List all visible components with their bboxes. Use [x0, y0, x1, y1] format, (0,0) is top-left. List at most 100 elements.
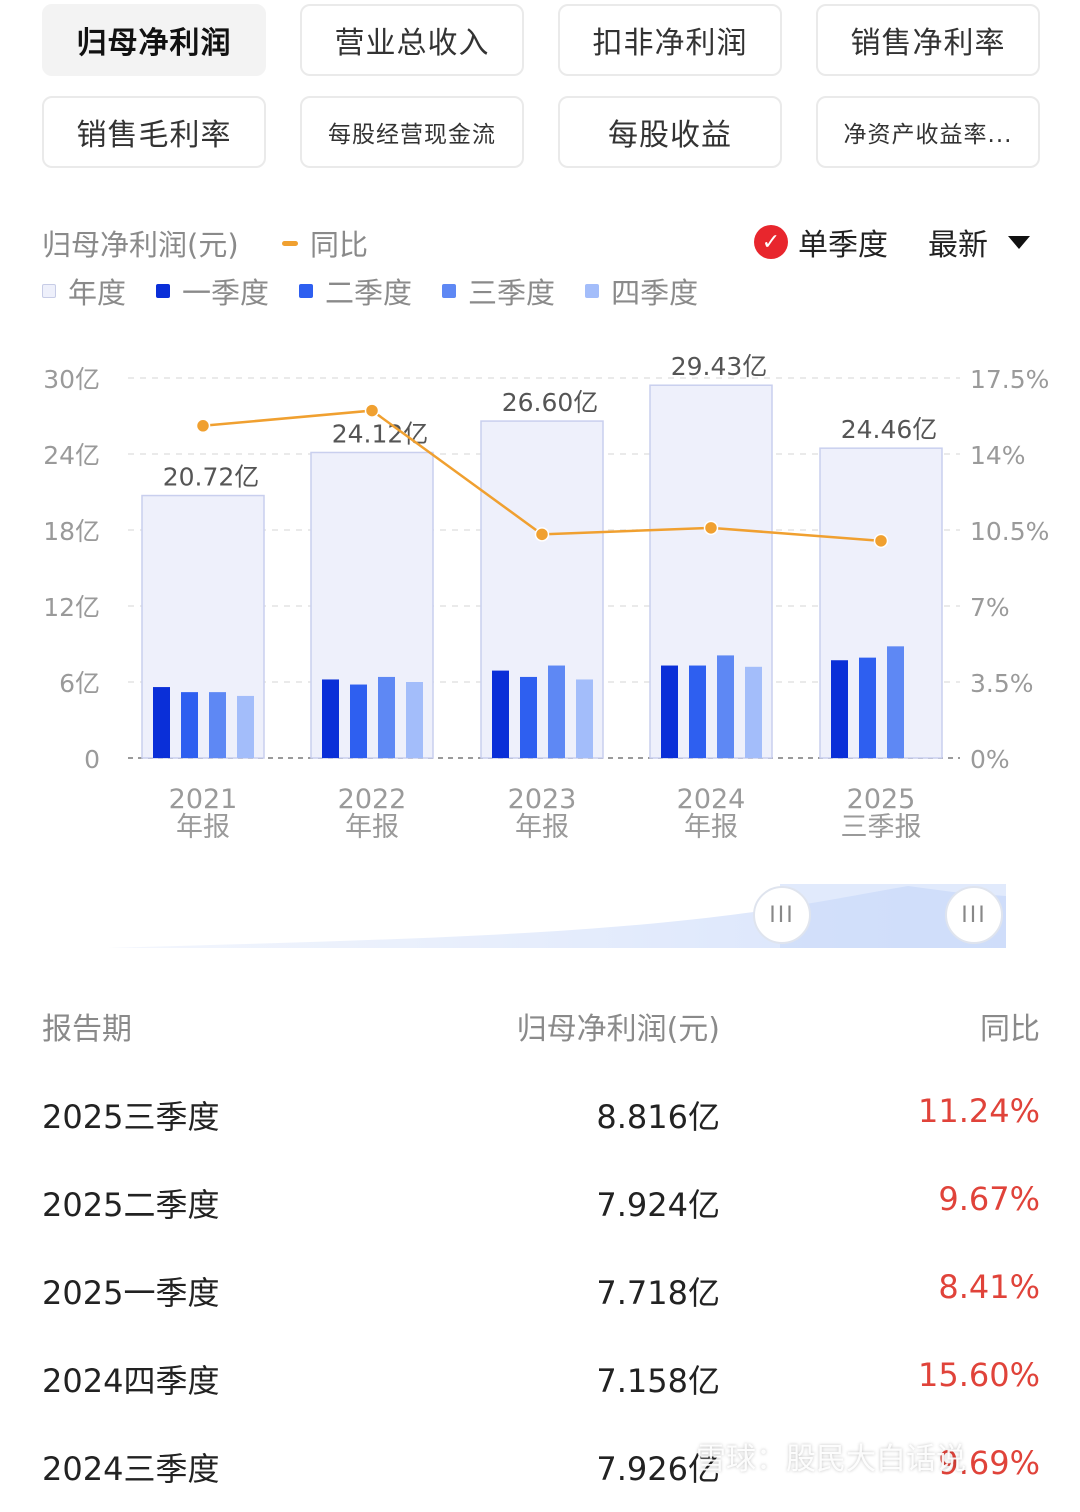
table-row[interactable]: 2024三季度 7.926亿 9.69%: [42, 1424, 1040, 1512]
legend-swatch: [299, 284, 314, 298]
y-tick-right: 10.5%: [970, 517, 1049, 546]
yoy-line-swatch: [282, 240, 298, 246]
net-profit-chart[interactable]: 0 0% 6亿 3.5% 12亿 7% 18亿 10.5% 24亿 14% 30亿 17.5% 20.7…: [0, 330, 1080, 860]
quarter-bar: [745, 666, 762, 758]
table-row[interactable]: 2025一季度 7.718亿 8.41%: [42, 1248, 1040, 1336]
row-yoy: 8.41%: [938, 1268, 1040, 1306]
annual-bar-label: 26.60亿: [502, 388, 599, 417]
chart-legend: 年度 一季度 二季度 三季度 四季度: [42, 270, 728, 312]
legend-label: 一季度: [182, 276, 270, 310]
row-period: 2024四季度: [42, 1362, 220, 1400]
quarter-bar: [520, 676, 537, 758]
header-period: 报告期: [42, 1012, 132, 1047]
slider-start-handle[interactable]: III: [753, 886, 811, 944]
yoy-legend-label: 同比: [310, 228, 369, 262]
legend-label: 四季度: [611, 276, 699, 310]
chart-header: 归母净利润(元) 同比 ✓ 单季度 最新 年度 一季度 二季度 三季度 四季度: [42, 218, 1040, 328]
legend-swatch: [442, 284, 457, 298]
quarter-bar: [548, 665, 565, 758]
check-icon: ✓: [754, 225, 788, 259]
y-tick-right: 0%: [970, 745, 1010, 774]
x-tick-period: 年报: [345, 812, 399, 843]
quarter-bar: [237, 695, 254, 758]
quarter-bar: [181, 692, 198, 758]
x-tick-period: 年报: [176, 812, 230, 843]
row-value: 7.718亿: [596, 1274, 720, 1312]
legend-item-annual[interactable]: 年度: [42, 270, 126, 312]
legend-swatch: [585, 284, 600, 298]
single-quarter-label: 单季度: [798, 228, 888, 263]
quarter-bar: [859, 657, 876, 758]
x-tick-year: 2025: [847, 784, 916, 815]
yoy-point: [534, 527, 550, 542]
tab-eps[interactable]: 每股收益: [558, 96, 782, 168]
row-period: 2024三季度: [42, 1450, 220, 1488]
legend-item-q3[interactable]: 三季度: [442, 270, 555, 312]
yoy-point: [873, 533, 889, 549]
tab-net-profit[interactable]: 归母净利润: [42, 4, 266, 76]
legend-item-q2[interactable]: 二季度: [299, 270, 412, 312]
y-tick-right: 7%: [970, 593, 1010, 622]
tab-gross-margin[interactable]: 销售毛利率: [42, 96, 266, 168]
row-yoy: 9.67%: [938, 1180, 1040, 1218]
watermark: 雪球：股民大白话说: [696, 1442, 966, 1477]
single-quarter-toggle[interactable]: ✓ 单季度: [754, 220, 888, 264]
table-row[interactable]: 2024四季度 7.158亿 15.60%: [42, 1336, 1040, 1424]
quarter-bar: [350, 684, 367, 758]
slider-end-handle[interactable]: III: [945, 886, 1003, 944]
sort-dropdown[interactable]: 最新: [928, 220, 1030, 264]
quarter-bar: [492, 670, 509, 758]
legend-swatch: [42, 284, 56, 298]
header-net-profit: 归母净利润(元): [516, 1012, 720, 1047]
x-tick-period: 三季报: [841, 812, 922, 843]
legend-item-q1[interactable]: 一季度: [156, 270, 269, 312]
x-tick-year: 2023: [508, 784, 577, 815]
row-yoy: 9.69%: [938, 1444, 1040, 1482]
y-tick-left: 24亿: [43, 441, 100, 470]
row-yoy: 15.60%: [917, 1356, 1040, 1394]
quarter-bar: [153, 687, 170, 758]
x-tick-period: 年报: [684, 812, 738, 843]
row-value: 7.158亿: [596, 1362, 720, 1400]
quarter-bar: [322, 679, 339, 758]
quarter-bar: [887, 646, 904, 758]
legend-item-q4[interactable]: 四季度: [585, 270, 698, 312]
legend-label: 年度: [68, 276, 127, 310]
x-tick-period: 年报: [515, 812, 569, 843]
y-tick-left: 6亿: [59, 669, 100, 698]
annual-bar-label: 24.46亿: [841, 415, 938, 444]
quarter-bar: [689, 665, 706, 758]
legend-swatch: [156, 284, 171, 298]
quarter-bar: [661, 665, 678, 758]
table-row[interactable]: 2025二季度 7.924亿 9.67%: [42, 1160, 1040, 1248]
tab-roe[interactable]: 净资产收益率...: [816, 96, 1040, 168]
y-tick-left: 18亿: [43, 517, 100, 546]
sort-label: 最新: [928, 228, 988, 263]
y-tick-right: 17.5%: [970, 365, 1049, 394]
quarter-bar: [831, 660, 848, 758]
row-period: 2025三季度: [42, 1098, 220, 1136]
y-tick-left: 12亿: [43, 593, 100, 622]
row-yoy: 11.24%: [917, 1092, 1040, 1130]
tab-net-margin[interactable]: 销售净利率: [816, 4, 1040, 76]
row-value: 8.816亿: [596, 1098, 720, 1136]
x-tick-year: 2024: [677, 784, 746, 815]
legend-label: 三季度: [468, 276, 556, 310]
y-tick-right: 3.5%: [970, 669, 1034, 698]
tab-operating-cashflow-per-share[interactable]: 每股经营现金流: [300, 96, 524, 168]
x-tick-year: 2022: [338, 784, 407, 815]
row-value: 7.926亿: [596, 1450, 720, 1488]
quarter-bar: [406, 682, 423, 758]
quarter-bar: [378, 676, 395, 758]
slider-preview: [108, 884, 1006, 948]
quarter-bar: [717, 655, 734, 758]
tab-deducted-net-profit[interactable]: 扣非净利润: [558, 4, 782, 76]
tab-total-revenue[interactable]: 营业总收入: [300, 4, 524, 76]
table-row[interactable]: 2025三季度 8.816亿 11.24%: [42, 1072, 1040, 1160]
caret-down-icon: [1008, 235, 1030, 249]
yoy-point: [364, 403, 380, 418]
quarter-bar: [209, 692, 226, 758]
row-period: 2025二季度: [42, 1186, 220, 1224]
yoy-legend: 同比: [282, 222, 368, 264]
range-slider[interactable]: III III: [108, 882, 1006, 952]
